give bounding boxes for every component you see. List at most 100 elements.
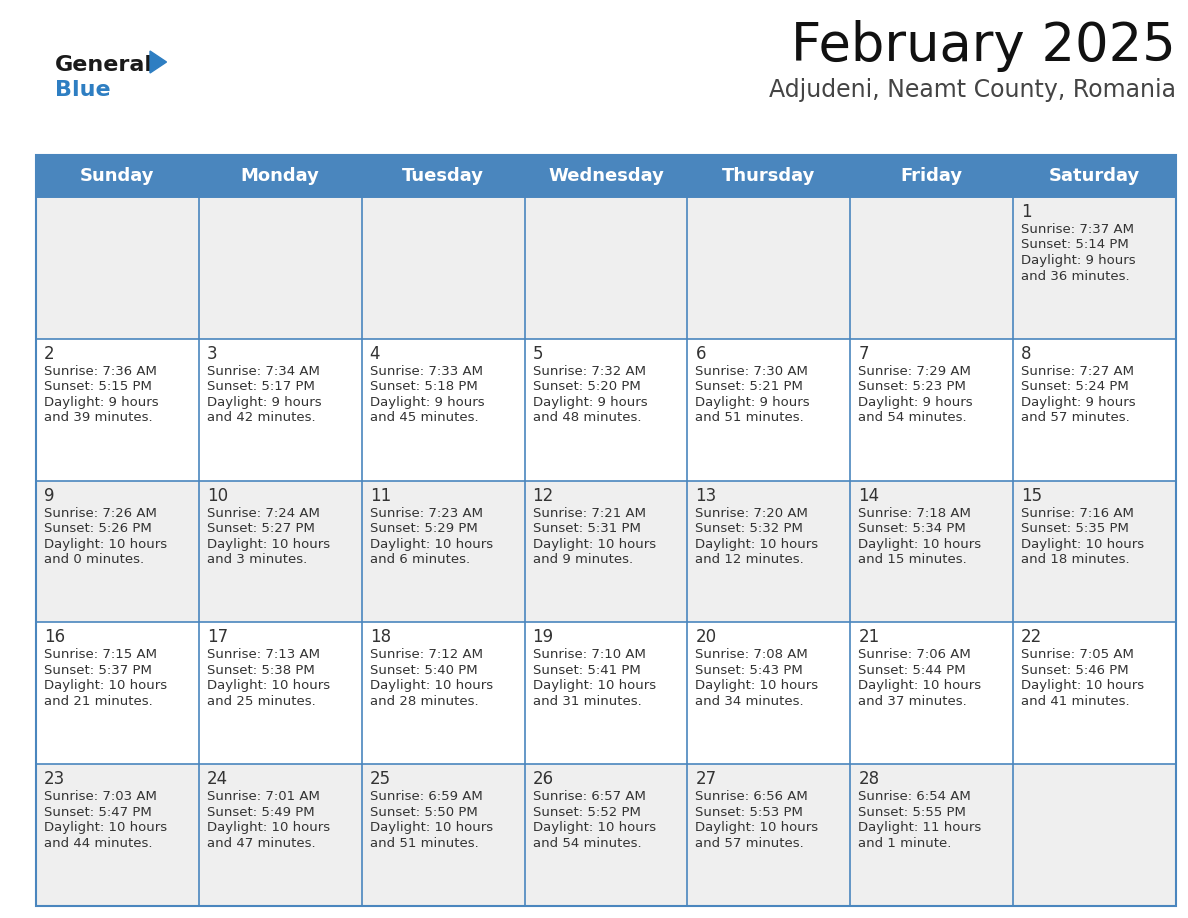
Text: Sunrise: 7:36 AM: Sunrise: 7:36 AM (44, 364, 157, 378)
Text: Sunset: 5:35 PM: Sunset: 5:35 PM (1022, 522, 1129, 535)
Text: Sunset: 5:55 PM: Sunset: 5:55 PM (858, 806, 966, 819)
Text: 7: 7 (858, 345, 868, 363)
Text: Daylight: 10 hours: Daylight: 10 hours (695, 822, 819, 834)
Text: Sunset: 5:38 PM: Sunset: 5:38 PM (207, 664, 315, 677)
Text: and 18 minutes.: and 18 minutes. (1022, 554, 1130, 566)
Text: Sunrise: 6:56 AM: Sunrise: 6:56 AM (695, 790, 808, 803)
Text: Monday: Monday (241, 167, 320, 185)
Text: Daylight: 10 hours: Daylight: 10 hours (44, 822, 168, 834)
Text: Sunset: 5:40 PM: Sunset: 5:40 PM (369, 664, 478, 677)
Bar (36, 339, 1176, 481)
Text: 19: 19 (532, 629, 554, 646)
Text: Sunrise: 7:18 AM: Sunrise: 7:18 AM (858, 507, 971, 520)
Text: Sunrise: 7:34 AM: Sunrise: 7:34 AM (207, 364, 320, 378)
Text: 6: 6 (695, 345, 706, 363)
Text: Sunrise: 7:12 AM: Sunrise: 7:12 AM (369, 648, 482, 661)
Text: Sunrise: 7:24 AM: Sunrise: 7:24 AM (207, 507, 320, 520)
Text: Sunset: 5:44 PM: Sunset: 5:44 PM (858, 664, 966, 677)
Text: and 47 minutes.: and 47 minutes. (207, 836, 316, 850)
Text: 22: 22 (1022, 629, 1042, 646)
Text: Sunset: 5:46 PM: Sunset: 5:46 PM (1022, 664, 1129, 677)
Text: Sunrise: 6:57 AM: Sunrise: 6:57 AM (532, 790, 645, 803)
Text: Daylight: 10 hours: Daylight: 10 hours (1022, 679, 1144, 692)
Text: Sunrise: 7:21 AM: Sunrise: 7:21 AM (532, 507, 645, 520)
Text: Daylight: 10 hours: Daylight: 10 hours (532, 538, 656, 551)
Text: Sunrise: 7:23 AM: Sunrise: 7:23 AM (369, 507, 482, 520)
Text: Sunset: 5:52 PM: Sunset: 5:52 PM (532, 806, 640, 819)
Text: 10: 10 (207, 487, 228, 505)
Text: Daylight: 10 hours: Daylight: 10 hours (858, 679, 981, 692)
Text: Daylight: 10 hours: Daylight: 10 hours (369, 538, 493, 551)
Text: Saturday: Saturday (1049, 167, 1140, 185)
Text: Daylight: 9 hours: Daylight: 9 hours (532, 396, 647, 409)
Text: Daylight: 9 hours: Daylight: 9 hours (695, 396, 810, 409)
Text: 3: 3 (207, 345, 217, 363)
Text: Sunset: 5:21 PM: Sunset: 5:21 PM (695, 380, 803, 393)
Text: and 1 minute.: and 1 minute. (858, 836, 952, 850)
Text: Sunset: 5:20 PM: Sunset: 5:20 PM (532, 380, 640, 393)
Text: 17: 17 (207, 629, 228, 646)
Text: Sunrise: 7:10 AM: Sunrise: 7:10 AM (532, 648, 645, 661)
Text: Thursday: Thursday (722, 167, 815, 185)
Text: and 34 minutes.: and 34 minutes. (695, 695, 804, 708)
Text: Sunrise: 7:27 AM: Sunrise: 7:27 AM (1022, 364, 1135, 378)
Text: 2: 2 (44, 345, 55, 363)
Text: Sunset: 5:50 PM: Sunset: 5:50 PM (369, 806, 478, 819)
Text: 27: 27 (695, 770, 716, 789)
Text: Sunset: 5:15 PM: Sunset: 5:15 PM (44, 380, 152, 393)
Text: General: General (55, 55, 153, 75)
Bar (36, 764, 1176, 906)
Text: Daylight: 10 hours: Daylight: 10 hours (695, 538, 819, 551)
Text: Sunrise: 7:03 AM: Sunrise: 7:03 AM (44, 790, 157, 803)
Text: and 37 minutes.: and 37 minutes. (858, 695, 967, 708)
Text: Sunrise: 6:54 AM: Sunrise: 6:54 AM (858, 790, 971, 803)
Text: and 28 minutes.: and 28 minutes. (369, 695, 479, 708)
Text: Daylight: 9 hours: Daylight: 9 hours (858, 396, 973, 409)
Text: and 21 minutes.: and 21 minutes. (44, 695, 153, 708)
Text: 11: 11 (369, 487, 391, 505)
Text: Daylight: 10 hours: Daylight: 10 hours (207, 822, 330, 834)
Text: Sunrise: 7:26 AM: Sunrise: 7:26 AM (44, 507, 157, 520)
Text: Wednesday: Wednesday (548, 167, 664, 185)
Bar (36, 622, 1176, 764)
Text: Sunset: 5:27 PM: Sunset: 5:27 PM (207, 522, 315, 535)
Text: and 36 minutes.: and 36 minutes. (1022, 270, 1130, 283)
Text: Sunrise: 7:37 AM: Sunrise: 7:37 AM (1022, 223, 1135, 236)
Text: and 12 minutes.: and 12 minutes. (695, 554, 804, 566)
Text: Sunrise: 7:13 AM: Sunrise: 7:13 AM (207, 648, 320, 661)
Text: and 9 minutes.: and 9 minutes. (532, 554, 633, 566)
Text: 14: 14 (858, 487, 879, 505)
Text: 23: 23 (44, 770, 65, 789)
Text: Sunrise: 7:16 AM: Sunrise: 7:16 AM (1022, 507, 1135, 520)
Text: Sunset: 5:24 PM: Sunset: 5:24 PM (1022, 380, 1129, 393)
Text: and 31 minutes.: and 31 minutes. (532, 695, 642, 708)
Text: and 57 minutes.: and 57 minutes. (1022, 411, 1130, 424)
Bar (36, 155, 1176, 197)
Text: Daylight: 9 hours: Daylight: 9 hours (44, 396, 159, 409)
Text: 26: 26 (532, 770, 554, 789)
Text: Sunset: 5:49 PM: Sunset: 5:49 PM (207, 806, 315, 819)
Text: and 54 minutes.: and 54 minutes. (532, 836, 642, 850)
Text: Sunset: 5:23 PM: Sunset: 5:23 PM (858, 380, 966, 393)
Text: Sunrise: 7:32 AM: Sunrise: 7:32 AM (532, 364, 645, 378)
Text: Sunset: 5:18 PM: Sunset: 5:18 PM (369, 380, 478, 393)
Text: Sunrise: 7:33 AM: Sunrise: 7:33 AM (369, 364, 482, 378)
Text: 15: 15 (1022, 487, 1042, 505)
Text: 18: 18 (369, 629, 391, 646)
Text: February 2025: February 2025 (791, 20, 1176, 72)
Text: Sunset: 5:43 PM: Sunset: 5:43 PM (695, 664, 803, 677)
Text: Sunset: 5:32 PM: Sunset: 5:32 PM (695, 522, 803, 535)
Text: Tuesday: Tuesday (403, 167, 485, 185)
Text: Sunset: 5:17 PM: Sunset: 5:17 PM (207, 380, 315, 393)
Text: Daylight: 9 hours: Daylight: 9 hours (369, 396, 485, 409)
Text: 1: 1 (1022, 203, 1031, 221)
Text: Daylight: 10 hours: Daylight: 10 hours (369, 822, 493, 834)
Text: 25: 25 (369, 770, 391, 789)
Polygon shape (150, 51, 166, 73)
Text: and 45 minutes.: and 45 minutes. (369, 411, 479, 424)
Text: Sunset: 5:31 PM: Sunset: 5:31 PM (532, 522, 640, 535)
Text: 5: 5 (532, 345, 543, 363)
Text: and 39 minutes.: and 39 minutes. (44, 411, 152, 424)
Text: Daylight: 11 hours: Daylight: 11 hours (858, 822, 981, 834)
Text: 4: 4 (369, 345, 380, 363)
